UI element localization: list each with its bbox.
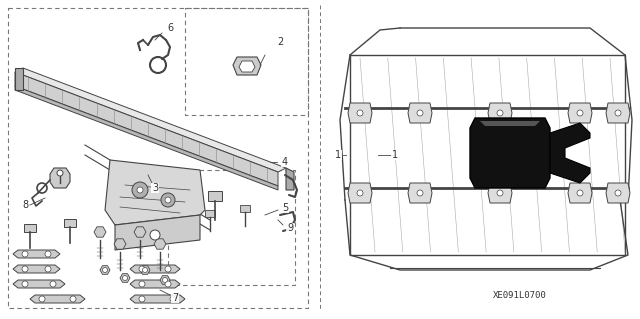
Polygon shape [154,239,166,249]
Circle shape [22,266,28,272]
Polygon shape [15,68,23,90]
Circle shape [165,281,171,287]
Circle shape [577,190,583,196]
Polygon shape [208,191,222,201]
Circle shape [139,281,145,287]
Circle shape [132,182,148,198]
Circle shape [102,268,108,272]
Text: XE091L0700: XE091L0700 [493,291,547,300]
Polygon shape [30,295,85,303]
Polygon shape [408,103,432,123]
Polygon shape [205,210,215,217]
Polygon shape [233,57,261,75]
Polygon shape [568,183,592,203]
Polygon shape [488,103,512,123]
Text: 4: 4 [282,157,288,167]
Polygon shape [50,168,70,188]
Text: 9: 9 [287,223,293,233]
Polygon shape [160,276,170,284]
Polygon shape [239,61,255,72]
Polygon shape [408,183,432,203]
Circle shape [45,266,51,272]
Polygon shape [130,265,180,273]
Polygon shape [15,72,278,186]
Text: 3: 3 [152,183,158,193]
Circle shape [57,170,63,176]
Polygon shape [480,121,540,126]
Circle shape [497,190,503,196]
Circle shape [70,296,76,302]
Circle shape [139,296,145,302]
Polygon shape [24,224,36,232]
Polygon shape [606,183,630,203]
Text: 1: 1 [392,150,398,160]
Polygon shape [140,266,150,274]
Polygon shape [348,103,372,123]
Circle shape [417,190,423,196]
Polygon shape [240,205,250,212]
Circle shape [497,110,503,116]
Circle shape [137,187,143,193]
Polygon shape [13,265,60,273]
Polygon shape [120,274,130,282]
Polygon shape [115,215,200,250]
Polygon shape [286,168,294,190]
Polygon shape [100,266,110,274]
Text: 1: 1 [335,150,341,160]
Polygon shape [13,280,65,288]
Circle shape [165,266,171,272]
Circle shape [170,296,176,302]
Polygon shape [15,86,278,190]
Circle shape [165,197,171,203]
Polygon shape [15,68,286,172]
Text: 5: 5 [282,203,288,213]
Polygon shape [13,250,60,258]
Circle shape [357,110,363,116]
Circle shape [150,230,160,240]
Circle shape [39,296,45,302]
Circle shape [143,268,147,272]
Text: 6: 6 [167,23,173,33]
Polygon shape [350,55,625,255]
Circle shape [50,281,56,287]
Circle shape [615,110,621,116]
Polygon shape [550,123,590,183]
Text: 7: 7 [172,293,178,303]
Circle shape [22,281,28,287]
Polygon shape [470,118,550,188]
Circle shape [161,193,175,207]
Polygon shape [64,219,76,227]
Polygon shape [94,227,106,237]
Circle shape [417,110,423,116]
Circle shape [615,190,621,196]
Text: 2: 2 [277,37,283,47]
Text: 8: 8 [22,200,28,210]
Circle shape [139,266,145,272]
Polygon shape [130,295,185,303]
Polygon shape [134,227,146,237]
Circle shape [45,251,51,257]
Polygon shape [105,160,205,225]
Circle shape [577,110,583,116]
Circle shape [22,251,28,257]
Circle shape [163,278,168,283]
Circle shape [357,190,363,196]
Polygon shape [114,239,126,249]
Circle shape [122,276,127,280]
Polygon shape [488,183,512,203]
Polygon shape [348,183,372,203]
Polygon shape [568,103,592,123]
Polygon shape [606,103,630,123]
Polygon shape [130,280,180,288]
